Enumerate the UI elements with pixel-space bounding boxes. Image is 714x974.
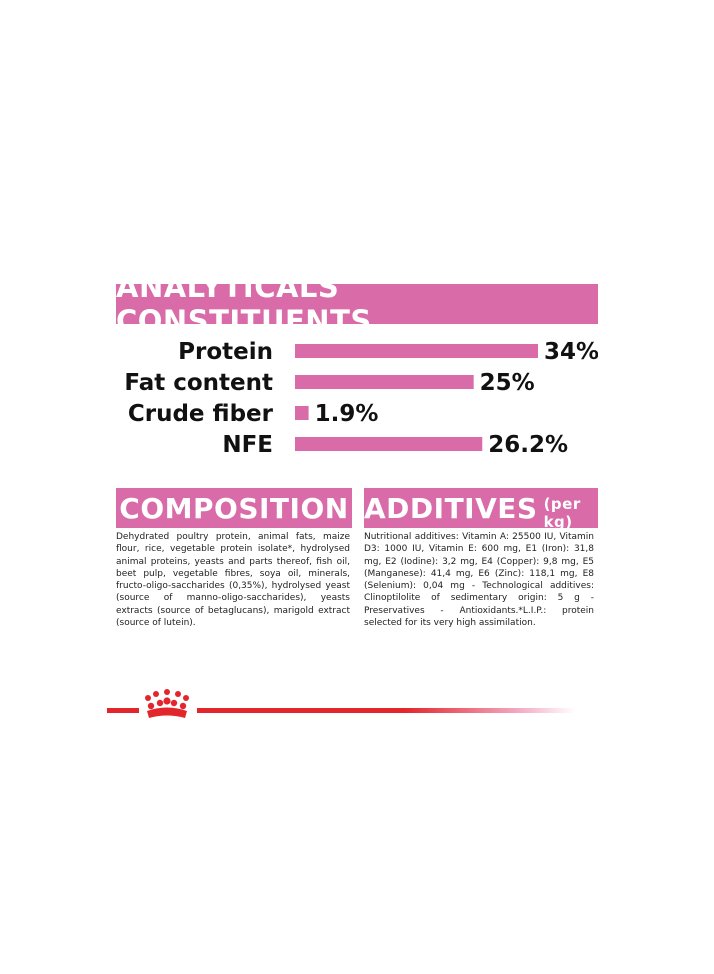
composition-title: COMPOSITION xyxy=(116,488,352,528)
composition-text: Dehydrated poultry protein, animal fats,… xyxy=(116,532,350,629)
additives-title: ADDITIVES (per kg) xyxy=(364,488,598,531)
footer-line-right xyxy=(197,708,575,713)
value-label: 26.2% xyxy=(488,432,568,458)
additives-title-text: ADDITIVES xyxy=(364,491,538,525)
bar xyxy=(295,406,309,420)
category-label: Protein xyxy=(178,339,273,365)
category-label: NFE xyxy=(222,432,273,458)
category-label: Crude fiber xyxy=(128,401,274,427)
value-label: 34% xyxy=(544,339,598,365)
value-label: 1.9% xyxy=(315,401,379,427)
category-label: Fat content xyxy=(124,370,273,396)
additives-text: Nutritional additives: Vitamin A: 25500 … xyxy=(364,532,594,629)
analyticals-title: ANALYTICALS CONSTITUENTS xyxy=(116,270,598,338)
additives-unit: (per kg) xyxy=(543,495,581,531)
footer-line-left xyxy=(107,708,139,713)
composition-title-text: COMPOSITION xyxy=(119,491,349,525)
bar xyxy=(295,437,483,451)
bar xyxy=(295,344,538,358)
royal-crown-icon xyxy=(145,689,189,718)
value-label: 25% xyxy=(480,370,535,396)
analyticals-chart: Protein 34% Fat content 25% Crude fiber 1.9% N… xyxy=(124,339,598,458)
bar xyxy=(295,375,474,389)
